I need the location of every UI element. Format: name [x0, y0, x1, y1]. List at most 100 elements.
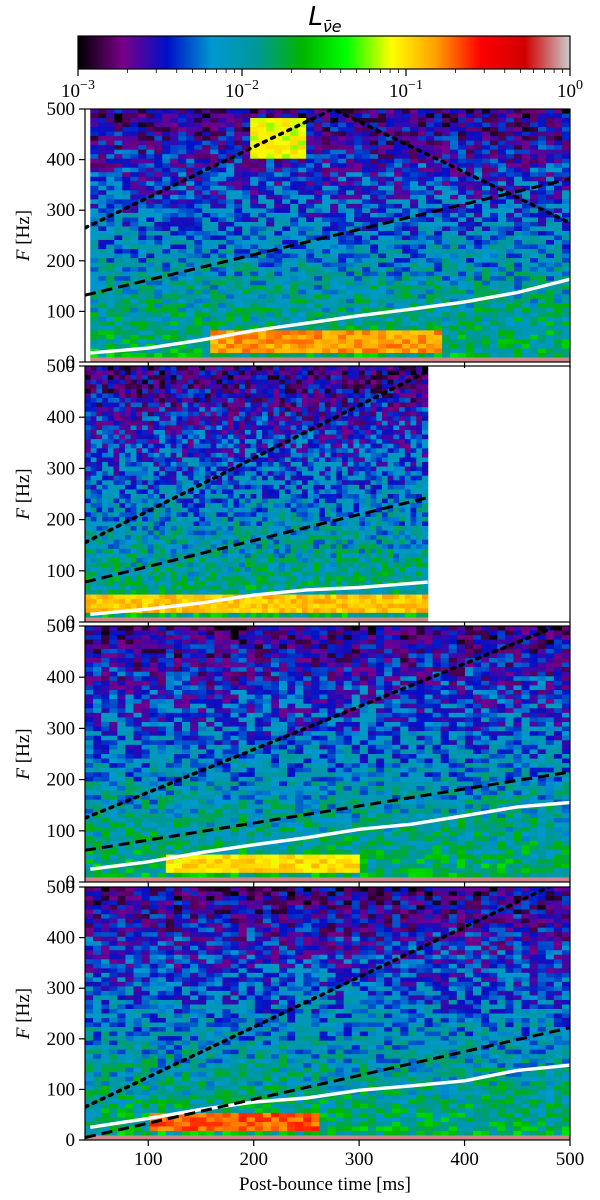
- heatmap-cell: [370, 249, 379, 255]
- heatmap-cell: [458, 136, 467, 142]
- heatmap-cell: [386, 167, 395, 173]
- heatmap-cell: [421, 480, 429, 486]
- heatmap-cell: [498, 325, 507, 331]
- heatmap-cell: [90, 334, 99, 341]
- heatmap-cell: [186, 127, 195, 133]
- heatmap-cell: [234, 163, 243, 169]
- heatmap-cell: [370, 289, 379, 295]
- heatmap-cell: [498, 194, 507, 200]
- heatmap-cell: [273, 416, 280, 422]
- heatmap-cell: [106, 249, 115, 255]
- heatmap-cell: [107, 439, 115, 445]
- heatmap-cell: [386, 235, 395, 241]
- heatmap-cell: [242, 118, 251, 124]
- heatmap-cell: [522, 149, 531, 155]
- heatmap-cell: [96, 366, 103, 372]
- heatmap-cell: [393, 434, 400, 440]
- heatmap-cell: [302, 375, 309, 381]
- heatmap-cell: [210, 294, 219, 300]
- heatmap-cell: [474, 352, 483, 359]
- heatmap-cell: [402, 122, 411, 128]
- heatmap-cell: [258, 212, 267, 219]
- heatmap-cell: [458, 357, 467, 362]
- heatmap-cell: [153, 388, 160, 395]
- heatmap-cell: [138, 122, 147, 128]
- heatmap-cell: [376, 471, 383, 477]
- heatmap-cell: [387, 439, 394, 445]
- heatmap-cell: [226, 122, 235, 128]
- heatmap-cell: [298, 217, 307, 223]
- heatmap-cell: [122, 267, 131, 273]
- heatmap-cell: [186, 176, 195, 182]
- heatmap-cell: [138, 212, 147, 219]
- heatmap-cell: [442, 203, 451, 209]
- heatmap-cell: [370, 425, 377, 431]
- heatmap-cell: [546, 267, 555, 273]
- heatmap-cell: [330, 271, 339, 277]
- heatmap-cell: [142, 484, 149, 491]
- heatmap-cell: [98, 262, 107, 268]
- heatmap-cell: [482, 185, 491, 191]
- heatmap-cell: [347, 462, 355, 468]
- heatmap-cell: [490, 109, 499, 115]
- heatmap-cell: [266, 258, 275, 264]
- heatmap-cell: [98, 258, 107, 264]
- heatmap-cell: [113, 379, 120, 385]
- heatmap-cell: [284, 407, 292, 413]
- heatmap-cell: [186, 244, 195, 250]
- heatmap-cell: [218, 145, 227, 151]
- heatmap-cell: [530, 280, 539, 286]
- heatmap-cell: [393, 462, 400, 468]
- heatmap-cell: [466, 163, 475, 169]
- heatmap-cell: [178, 249, 187, 255]
- heatmap-cell: [306, 190, 315, 196]
- heatmap-cell: [399, 452, 406, 459]
- heatmap-cell: [199, 407, 206, 413]
- heatmap-cell: [178, 113, 187, 119]
- heatmap-cell: [284, 448, 292, 454]
- heatmap-cell: [194, 212, 203, 219]
- heatmap-cell: [227, 402, 235, 408]
- heatmap-cell: [164, 402, 172, 408]
- heatmap-cell: [319, 462, 326, 468]
- heatmap-cell: [136, 480, 143, 486]
- heatmap-cell: [146, 339, 155, 345]
- heatmap-cell: [239, 379, 246, 385]
- heatmap-cell: [250, 136, 259, 142]
- heatmap-cell: [410, 109, 419, 115]
- heatmap-cell: [170, 439, 177, 445]
- heatmap-cell: [546, 154, 555, 160]
- heatmap-cell: [106, 217, 115, 223]
- heatmap-cell: [210, 439, 217, 445]
- heatmap-cell: [282, 307, 291, 313]
- heatmap-cell: [410, 420, 417, 427]
- heatmap-cell: [90, 298, 99, 304]
- heatmap-cell: [216, 402, 223, 408]
- heatmap-cell: [466, 194, 475, 200]
- heatmap-cell: [370, 466, 377, 472]
- heatmap-cell: [364, 448, 372, 454]
- heatmap-cell: [359, 443, 366, 449]
- heatmap-cell: [147, 384, 155, 390]
- heatmap-cell: [418, 325, 427, 331]
- heatmap-cell: [324, 398, 332, 404]
- heatmap-cell: [538, 181, 547, 187]
- heatmap-cell: [418, 258, 427, 264]
- heatmap-cell: [306, 217, 315, 223]
- heatmap-cell: [370, 416, 377, 422]
- heatmap-cell: [107, 411, 115, 417]
- heatmap-cell: [290, 271, 299, 277]
- heatmap-cell: [546, 343, 555, 350]
- heatmap-cell: [474, 276, 483, 282]
- heatmap-cell: [346, 267, 355, 273]
- heatmap-cell: [498, 339, 507, 345]
- heatmap-cell: [164, 388, 172, 395]
- heatmap-cell: [279, 475, 286, 481]
- heatmap-cell: [154, 339, 163, 345]
- heatmap-cell: [193, 407, 200, 413]
- heatmap-cell: [562, 352, 570, 359]
- heatmap-cell: [346, 271, 355, 277]
- heatmap-cell: [136, 370, 143, 376]
- heatmap-cell: [106, 176, 115, 182]
- heatmap-cell: [378, 190, 387, 196]
